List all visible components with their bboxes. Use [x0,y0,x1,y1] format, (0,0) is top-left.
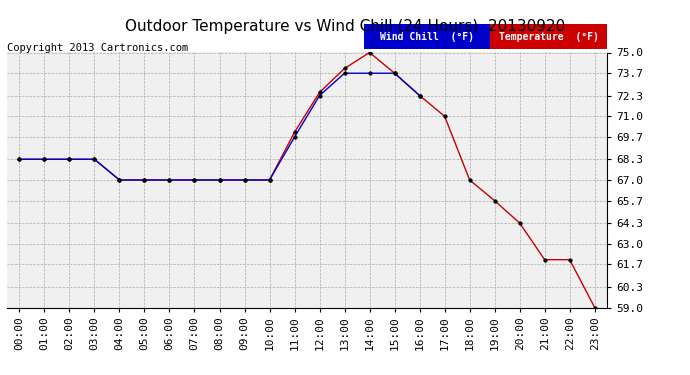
Text: Temperature  (°F): Temperature (°F) [499,32,599,42]
Text: Copyright 2013 Cartronics.com: Copyright 2013 Cartronics.com [7,43,188,53]
Text: Outdoor Temperature vs Wind Chill (24 Hours)  20130920: Outdoor Temperature vs Wind Chill (24 Ho… [125,19,565,34]
Text: Wind Chill  (°F): Wind Chill (°F) [380,32,474,42]
